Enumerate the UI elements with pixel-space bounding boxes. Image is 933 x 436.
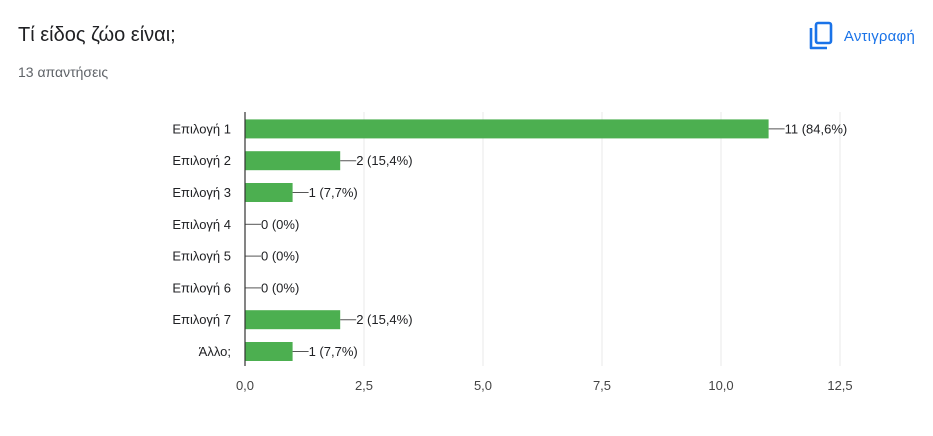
bar: [245, 310, 341, 330]
bar: [245, 342, 293, 361]
question-title: Τί είδος ζώο είναι;: [18, 24, 176, 46]
data-label: 1 (7,7%): [309, 185, 358, 200]
bar: [245, 183, 293, 202]
category-label: Επιλογή 1: [172, 121, 231, 136]
copy-label: Αντιγραφή: [843, 27, 915, 45]
data-label: 0 (0%): [261, 217, 299, 232]
data-label: 11 (84,6%): [785, 121, 848, 136]
data-label: 2 (15,4%): [356, 153, 412, 168]
copy-icon: [808, 21, 834, 51]
x-tick-label: 2,5: [355, 378, 373, 393]
data-label: 0 (0%): [261, 280, 299, 295]
bar: [245, 119, 769, 139]
x-tick-label: 10,0: [708, 378, 733, 393]
data-label: 1 (7,7%): [309, 344, 358, 359]
x-tick-label: 7,5: [593, 378, 611, 393]
category-label: Επιλογή 6: [172, 280, 231, 295]
bar: [245, 151, 341, 171]
data-label: 0 (0%): [261, 249, 299, 264]
data-label: 2 (15,4%): [356, 312, 412, 327]
category-label: Επιλογή 4: [172, 217, 231, 232]
category-label: Επιλογή 5: [172, 249, 231, 264]
category-label: Επιλογή 2: [172, 153, 231, 168]
category-label: Επιλογή 3: [172, 185, 231, 200]
copy-button[interactable]: Αντιγραφή: [808, 20, 915, 52]
category-label: Άλλο;: [199, 344, 231, 359]
x-tick-label: 5,0: [474, 378, 492, 393]
category-label: Επιλογή 7: [172, 312, 231, 327]
response-count: 13 απαντήσεις: [18, 64, 109, 80]
x-tick-label: 12,5: [827, 378, 852, 393]
x-tick-label: 0,0: [236, 378, 254, 393]
